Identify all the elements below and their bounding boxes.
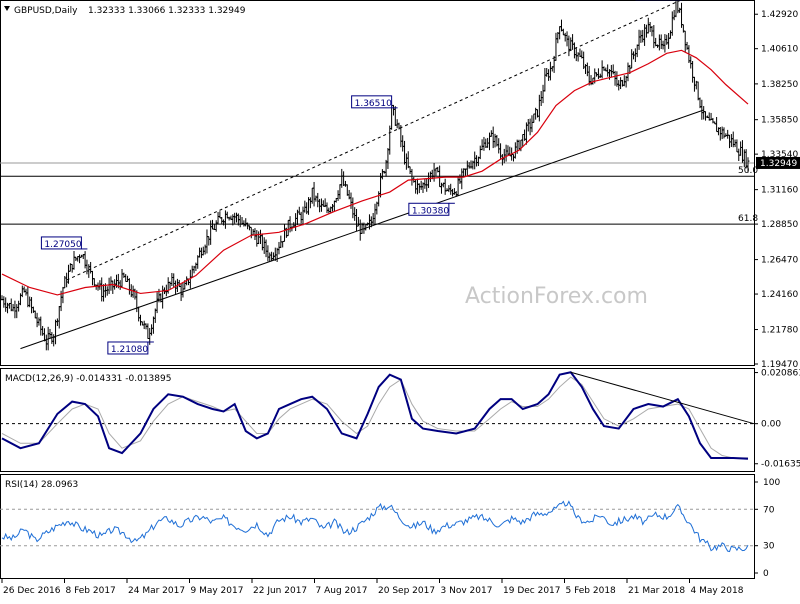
- symbol-label: GBPUSD,Daily: [14, 6, 78, 16]
- price-tick-label: 1.35850: [761, 116, 798, 126]
- callout-label-1.30380: 1.30380: [412, 206, 449, 216]
- dropdown-triangle-icon: [4, 6, 10, 11]
- price-tick-label: 1.42920: [761, 10, 798, 20]
- x-tick-label: 8 Feb 2017: [66, 586, 116, 596]
- fib-label-61.8: 61.8: [738, 214, 758, 224]
- watermark: ActionForex.com: [465, 284, 648, 309]
- macd-line: [1, 371, 749, 460]
- axis-layer: 1.42920 1.40610 1.38250 1.35850 1.33540 1.311…: [1, 10, 800, 596]
- rsi-layer: [0, 500, 754, 553]
- macd-panel-frame: [0, 368, 755, 472]
- callout-label-1.27050: 1.27050: [44, 240, 81, 250]
- price-tick-label: 1.38250: [761, 80, 798, 90]
- channel-line-dashed: [66, 0, 683, 281]
- x-tick-label: 3 Nov 2017: [441, 586, 493, 596]
- x-tick-label: 24 Mar 2017: [128, 586, 185, 596]
- x-tick-label: 21 Mar 2018: [628, 586, 685, 596]
- x-tick-label: 7 Aug 2017: [316, 586, 368, 596]
- price-tick-label: 1.33540: [761, 150, 798, 160]
- price-tick-label: 1.21780: [761, 326, 798, 336]
- x-tick-label: 22 Jun 2017: [253, 586, 307, 596]
- ohlc-label: 1.32333 1.33066 1.32333 1.32949: [88, 6, 246, 16]
- current-price-badge: [756, 156, 800, 169]
- current-price-label: 1.32949: [760, 159, 797, 169]
- callout-box-1.27050: [40, 236, 82, 250]
- rsi-panel-frame: [0, 474, 755, 579]
- price-tick-label: 1.28850: [761, 220, 798, 230]
- ohlc-bar: [674, 0, 677, 18]
- price-tick-label: 1.40610: [761, 45, 798, 55]
- macd-trend-line: [570, 371, 755, 425]
- x-tick-label: 20 Sep 2017: [378, 586, 435, 596]
- rsi-tick-label: 30: [763, 542, 775, 552]
- macd-tick-label: -0.016357: [761, 460, 800, 470]
- callout-box-1.36510: [351, 95, 393, 109]
- moving-average-line: [1, 49, 749, 296]
- price-header: GBPUSD,Daily 1.32333 1.33066 1.32333 1.3…: [4, 6, 246, 16]
- x-tick-label: 26 Dec 2016: [3, 586, 61, 596]
- ohlc-bar: [746, 157, 750, 173]
- price-panel-frame: [0, 0, 755, 366]
- macd-layer: [0, 371, 755, 460]
- rsi-line: [1, 500, 749, 553]
- macd-signal-line: [1, 376, 749, 459]
- callout-label-1.36510: 1.36510: [355, 99, 392, 109]
- callout-box-1.30380: [408, 202, 450, 216]
- price-tick-label: 1.31160: [761, 186, 798, 196]
- x-tick-label: 5 Feb 2018: [566, 586, 617, 596]
- macd-tick-label: 0.00: [761, 420, 781, 430]
- rsi-title: RSI(14) 28.0963: [5, 480, 78, 490]
- macd-title: MACD(12,26,9) -0.014331 -0.013895: [5, 374, 171, 384]
- x-tick-label: 19 Dec 2017: [503, 586, 561, 596]
- price-tick-label: 1.26470: [761, 256, 798, 266]
- rsi-tick-label: 0: [763, 569, 769, 579]
- callout-label-1.43760: 1.43760: [639, 0, 676, 1]
- rsi-tick-label: 100: [763, 478, 780, 488]
- x-tick-label: 9 May 2017: [191, 586, 244, 596]
- rsi-tick-label: 70: [763, 505, 775, 515]
- price-tick-label: 1.19470: [761, 360, 798, 370]
- price-tick-label: 1.24160: [761, 290, 798, 300]
- x-tick-label: 4 May 2018: [691, 586, 744, 596]
- callout-box-1.21080: [107, 341, 149, 355]
- macd-tick-label: 0.020861: [761, 369, 800, 379]
- price-layer: 50.061.81.270501.210801.365101.303801.43…: [0, 0, 758, 355]
- callout-label-1.21080: 1.21080: [111, 345, 148, 355]
